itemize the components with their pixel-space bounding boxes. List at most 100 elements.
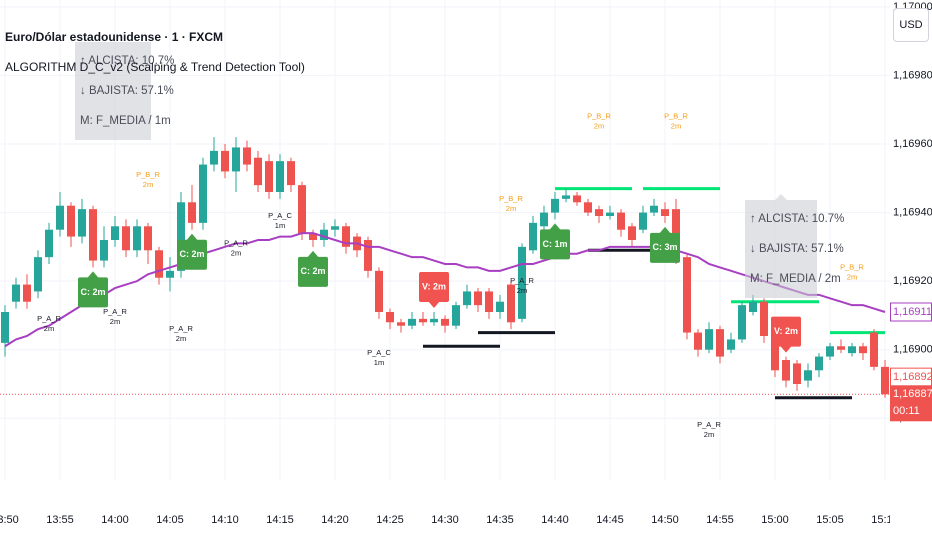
x-tick-label: 13:55 <box>46 514 74 526</box>
tag-text: P_A_C <box>268 211 292 220</box>
candle-body <box>89 209 97 261</box>
x-tick-label: 14:00 <box>101 514 129 526</box>
candle-body <box>78 209 86 237</box>
x-tick-label: 14:35 <box>486 514 514 526</box>
signal-pointer <box>307 250 319 258</box>
candle-body <box>430 318 438 323</box>
candle-body <box>716 329 724 357</box>
tag-text: 2m <box>143 180 153 189</box>
candle-body <box>562 195 570 199</box>
candle-body <box>375 270 383 312</box>
pattern-tag: P_A_C1m <box>367 348 391 367</box>
x-tick-label: 14:15 <box>266 514 294 526</box>
candle-body <box>782 360 790 381</box>
candle-body <box>111 226 119 240</box>
candle-body <box>661 209 669 216</box>
signal-box <box>771 316 801 347</box>
x-tick-label: 14:30 <box>431 514 459 526</box>
price-tag <box>890 385 932 422</box>
candle-body <box>199 164 207 223</box>
symbol-title: Euro/Dólar estadounidense · 1 · FXCM <box>5 30 224 44</box>
signal: V: 2m <box>771 316 801 353</box>
ma-line <box>4 232 886 348</box>
candle-body <box>441 318 449 326</box>
candle-body <box>760 301 768 336</box>
price-axis <box>890 0 932 550</box>
candle-body <box>166 270 174 278</box>
candle-body <box>155 250 163 278</box>
tag-text: P_B_R <box>664 112 688 121</box>
pattern-tag: P_B_R2m <box>840 262 864 281</box>
candle-body <box>331 226 339 230</box>
price-tag-label: 1,16911 <box>893 306 932 318</box>
signal-box <box>419 272 449 302</box>
candle-body <box>254 157 262 186</box>
tag-text: P_A_R <box>103 307 127 316</box>
candle-body <box>485 291 493 312</box>
pattern-tag: P_A_R2m <box>224 238 248 257</box>
info-line: ↓ BAJISTA: 57.1% <box>750 243 844 255</box>
candle-body <box>727 339 735 350</box>
candle-body <box>67 205 75 237</box>
pattern-tag: P_B_R2m <box>136 170 160 189</box>
candle-body <box>265 161 273 192</box>
candle-body <box>364 240 372 271</box>
candle-body <box>628 226 636 240</box>
x-tick-label: 13:50 <box>0 514 19 526</box>
indicator-title: ALGORITHM D_C_v2 (Scalping & Trend Detec… <box>5 60 305 74</box>
info-box: ↑ ALCISTA: 10.7% ↓ BAJISTA: 57.1% M: F_M… <box>75 42 174 140</box>
countdown: 00:11 <box>893 405 920 417</box>
candle-body <box>298 185 306 234</box>
x-tick-label: 14:20 <box>321 514 349 526</box>
x-tick-label: 14:25 <box>376 514 404 526</box>
candle-body <box>617 212 625 230</box>
candle-body <box>419 318 427 323</box>
x-tick-label: 14:50 <box>651 514 679 526</box>
candle-body <box>221 150 229 172</box>
candle-body <box>133 226 141 251</box>
pattern-tag: P_A_R2m <box>103 307 127 326</box>
candle-body <box>144 226 152 251</box>
tag-text: P_A_R <box>510 276 534 285</box>
tag-text: P_A_R <box>169 324 193 333</box>
signal: V: 2m <box>419 272 449 308</box>
signal-pointer <box>186 233 198 241</box>
signal-pointer <box>549 223 561 231</box>
tag-text: P_B_R <box>136 170 160 179</box>
x-tick-label: 14:10 <box>211 514 239 526</box>
signal: C: 3m <box>650 226 680 263</box>
y-tick-label: 1,16980 <box>893 69 932 81</box>
candle-body <box>650 205 658 213</box>
tag-text: 2m <box>594 122 604 131</box>
candle-body <box>177 202 185 271</box>
info-line: ↓ BAJISTA: 57.1% <box>80 85 174 97</box>
tag-text: 1m <box>374 358 384 367</box>
info-line: M: F_MEDIA / 1m <box>80 115 171 127</box>
candle-body <box>1 312 9 343</box>
x-tick-label: 14:40 <box>541 514 569 526</box>
candle-body <box>694 332 702 350</box>
tag-text: 2m <box>517 286 527 295</box>
signal: C: 2m <box>177 233 207 270</box>
candle-body <box>408 318 416 326</box>
candle-body <box>584 202 592 213</box>
pattern-tag: P_A_R2m <box>169 324 193 343</box>
signal-pointer <box>428 301 440 308</box>
x-tick-label: 14:45 <box>596 514 624 526</box>
candle-body <box>452 305 460 326</box>
candle-body <box>771 332 779 371</box>
pattern-tag: P_B_R2m <box>499 194 523 213</box>
candle-body <box>529 222 537 251</box>
candle-body <box>320 229 328 240</box>
tag-text: P_B_R <box>499 194 523 203</box>
candle-body <box>463 291 471 306</box>
signal-pointer <box>659 226 671 234</box>
tag-text: 2m <box>506 204 516 213</box>
tag-text: P_A_R <box>697 420 721 429</box>
candle-body <box>540 212 548 227</box>
pattern-tag: P_A_R2m <box>37 314 61 333</box>
currency-button[interactable]: USD <box>893 8 929 42</box>
candle-body <box>804 370 812 381</box>
